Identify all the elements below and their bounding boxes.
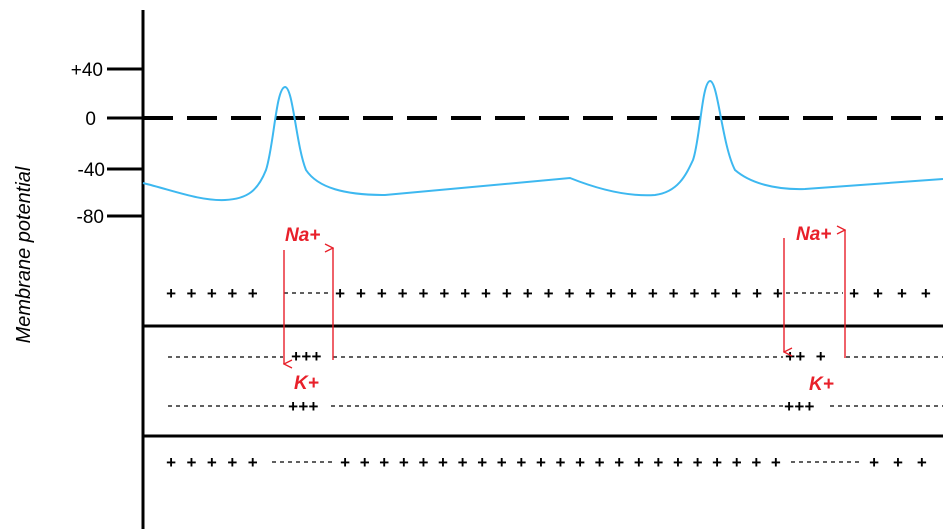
- inner-plus-upper-1: +++: [291, 349, 322, 368]
- outer-charges-bottom: + + + + + + + + + + + + + + + + + + + + …: [166, 455, 927, 474]
- ion-flow-event-1: Na+ K+: [284, 225, 333, 394]
- tick-label-minus80: -80: [77, 207, 104, 228]
- inner-charges-lower: +++ +++: [168, 399, 943, 418]
- charges-top-middle: + + + + + + + + + + + + + + + + + + + + …: [335, 286, 783, 305]
- inner-plus-lower-2: +++: [784, 399, 815, 418]
- charges-top-left: + + + + +: [166, 286, 258, 305]
- inner-plus-upper-2: ++ +: [785, 349, 826, 368]
- tick-label-plus40: +40: [71, 60, 103, 81]
- na-label-1: Na+: [285, 225, 320, 246]
- ion-flow-event-2: Na+ K+: [784, 224, 845, 395]
- charges-bottom-right: + + +: [869, 455, 927, 474]
- inner-charges-upper: +++ ++ +: [168, 349, 943, 368]
- outer-charges-top: + + + + + + + + + + + + + + + + + + + + …: [166, 286, 931, 305]
- k-label-1: K+: [294, 373, 319, 394]
- tick-label-minus40: -40: [78, 160, 105, 181]
- membrane-potential-trace: [142, 79, 943, 202]
- charges-top-right: + + + +: [849, 286, 931, 305]
- y-axis-ticks: [107, 67, 143, 218]
- charges-bottom-middle: + + + + + + + + + + + + + + + + + + + + …: [340, 455, 781, 474]
- na-label-2: Na+: [796, 224, 831, 245]
- inner-plus-lower-1: +++: [288, 399, 319, 418]
- charges-bottom-left: + + + + +: [166, 455, 258, 474]
- y-axis-label: Membrane potential: [13, 166, 35, 343]
- tick-label-0: 0: [85, 109, 96, 130]
- k-label-2: K+: [809, 374, 834, 395]
